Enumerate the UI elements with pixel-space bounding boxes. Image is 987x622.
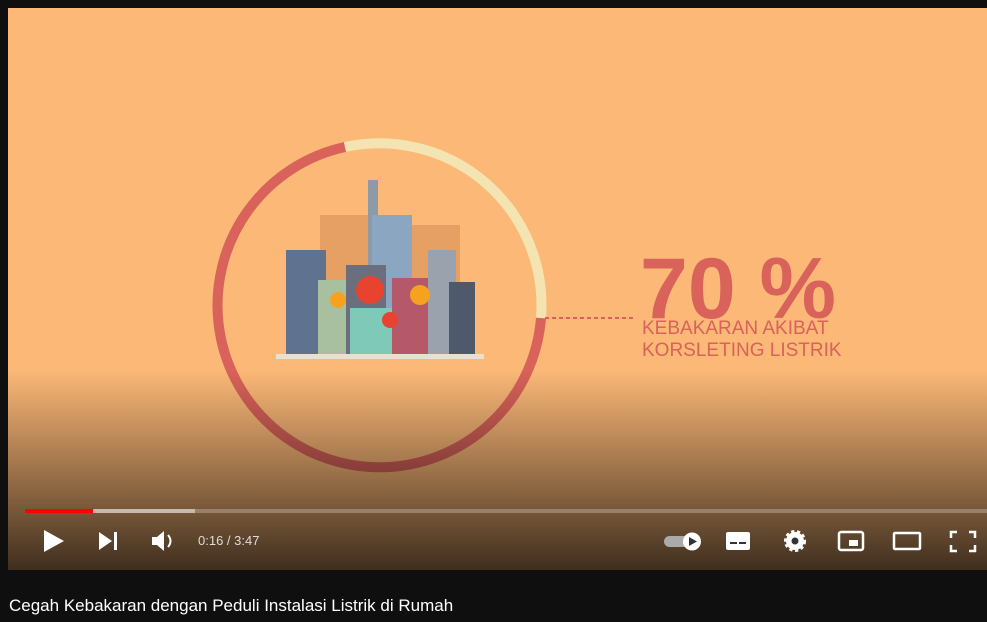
player: 70 % KEBAKARAN AKIBAT KORSLETING LISTRIK…: [0, 0, 987, 622]
progress-played: [25, 509, 93, 513]
page: 70 % KEBAKARAN AKIBAT KORSLETING LISTRIK…: [0, 0, 987, 622]
caption-line: KEBAKARAN AKIBAT: [642, 318, 829, 339]
settings-button[interactable]: [786, 532, 804, 550]
video-title: Cegah Kebakaran dengan Peduli Instalasi …: [9, 596, 453, 615]
time-display: 0:16 / 3:47: [198, 533, 259, 548]
subtitles-button[interactable]: [726, 532, 750, 550]
caption-line: KORSLETING LISTRIK: [642, 340, 842, 361]
